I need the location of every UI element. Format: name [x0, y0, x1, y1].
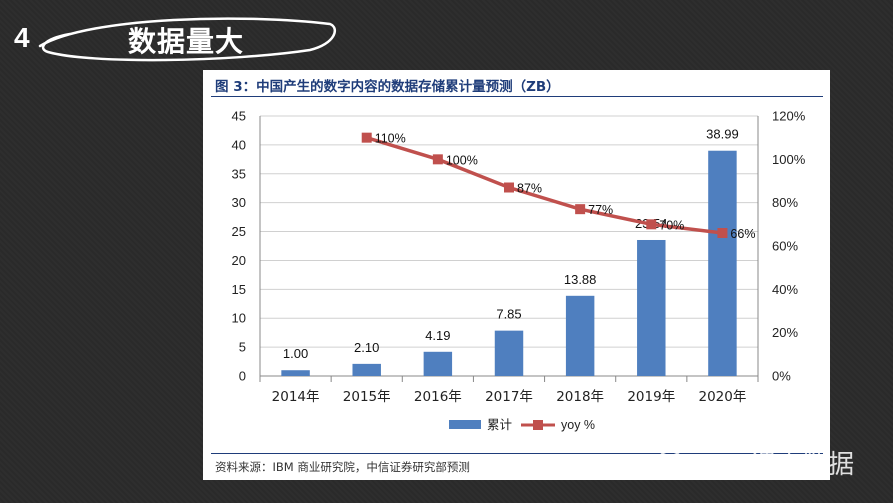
- figure-title: 图 3：中国产生的数字内容的数据存储累计量预测（ZB）: [215, 79, 560, 95]
- legend-line-label: yoy %: [561, 418, 595, 432]
- bar-data-label: 1.00: [283, 346, 308, 361]
- y-right-tick-label: 40%: [772, 282, 798, 297]
- yoy-data-label: 100%: [446, 153, 478, 167]
- yoy-marker: [504, 182, 514, 193]
- section-title: 数据量大: [128, 25, 245, 58]
- x-tick-label: 2015年: [343, 389, 391, 405]
- yoy-data-label: 77%: [588, 203, 613, 217]
- y-left-tick-label: 45: [232, 109, 246, 124]
- y-left-tick-label: 35: [232, 166, 246, 181]
- legend-bar-swatch: [449, 420, 481, 429]
- y-left-tick-label: 10: [232, 311, 246, 326]
- y-left-tick-label: 20: [232, 253, 246, 268]
- x-tick-label: 2018年: [556, 389, 604, 405]
- section-number: 4: [14, 22, 30, 53]
- yoy-data-label: 66%: [730, 227, 755, 241]
- x-tick-label: 2020年: [698, 389, 746, 405]
- y-left-tick-label: 25: [232, 224, 246, 239]
- y-right-tick-label: 80%: [772, 195, 798, 210]
- y-left-tick-label: 30: [232, 195, 246, 210]
- bar: [708, 150, 737, 376]
- yoy-line: [366, 135, 723, 235]
- figure-panel: 图 3：中国产生的数字内容的数据存储累计量预测（ZB） 0 5 10 15 20 25 30…: [203, 70, 830, 480]
- y-right-tick-label: 100%: [772, 152, 806, 167]
- yoy-data-label: 70%: [659, 218, 684, 232]
- legend-line-marker: [533, 420, 543, 430]
- y-left-tick-label: 0: [239, 369, 246, 384]
- bar-data-label: 7.85: [496, 307, 521, 322]
- x-tick-label: 2016年: [414, 389, 462, 405]
- x-tick-label: 2014年: [272, 389, 320, 405]
- bar-data-label: 2.10: [354, 340, 379, 355]
- yoy-marker: [717, 228, 728, 238]
- legend-bar-label: 累计: [487, 417, 512, 432]
- chart: 0 5 10 15 20 25 30 35 40 45 0% 20% 40% 60% 80% 100% 120%…: [232, 109, 806, 433]
- figure-source-rule: [211, 453, 823, 454]
- watermark-text: PPV课大数据: [701, 450, 855, 480]
- yoy-marker: [361, 132, 372, 143]
- y-left-tick-label: 5: [239, 340, 246, 355]
- y-right-tick-label: 0%: [772, 369, 791, 384]
- y-left-tick-label: 15: [232, 282, 246, 297]
- bar-data-label: 38.99: [706, 127, 739, 142]
- bar: [494, 330, 524, 376]
- title-swoosh-decoration: [38, 17, 336, 62]
- watermark: PPV课大数据: [655, 444, 854, 481]
- bar: [423, 351, 453, 376]
- yoy-marker: [646, 219, 657, 230]
- bar: [281, 370, 310, 376]
- yoy-marker: [432, 154, 443, 165]
- x-tick-label: 2017年: [485, 389, 533, 405]
- bar: [565, 295, 595, 376]
- wechat-icon: [657, 450, 693, 475]
- y-right-tick-label: 120%: [772, 109, 806, 124]
- yoy-data-label: 110%: [375, 132, 406, 146]
- bar-data-label: 4.19: [425, 328, 450, 343]
- y-right-tick-label: 20%: [772, 325, 798, 340]
- figure-title-rule: [211, 96, 823, 97]
- yoy-marker: [575, 204, 586, 215]
- x-tick-label: 2019年: [627, 389, 675, 405]
- bar: [352, 363, 381, 376]
- y-left-tick-label: 40: [232, 137, 246, 152]
- bar: [637, 239, 666, 376]
- y-right-tick-label: 60%: [772, 239, 798, 254]
- yoy-data-label: 87%: [517, 182, 542, 196]
- figure-source: 资料来源：IBM 商业研究院，中信证券研究部预测: [215, 460, 470, 474]
- bar-data-label: 13.88: [564, 272, 597, 287]
